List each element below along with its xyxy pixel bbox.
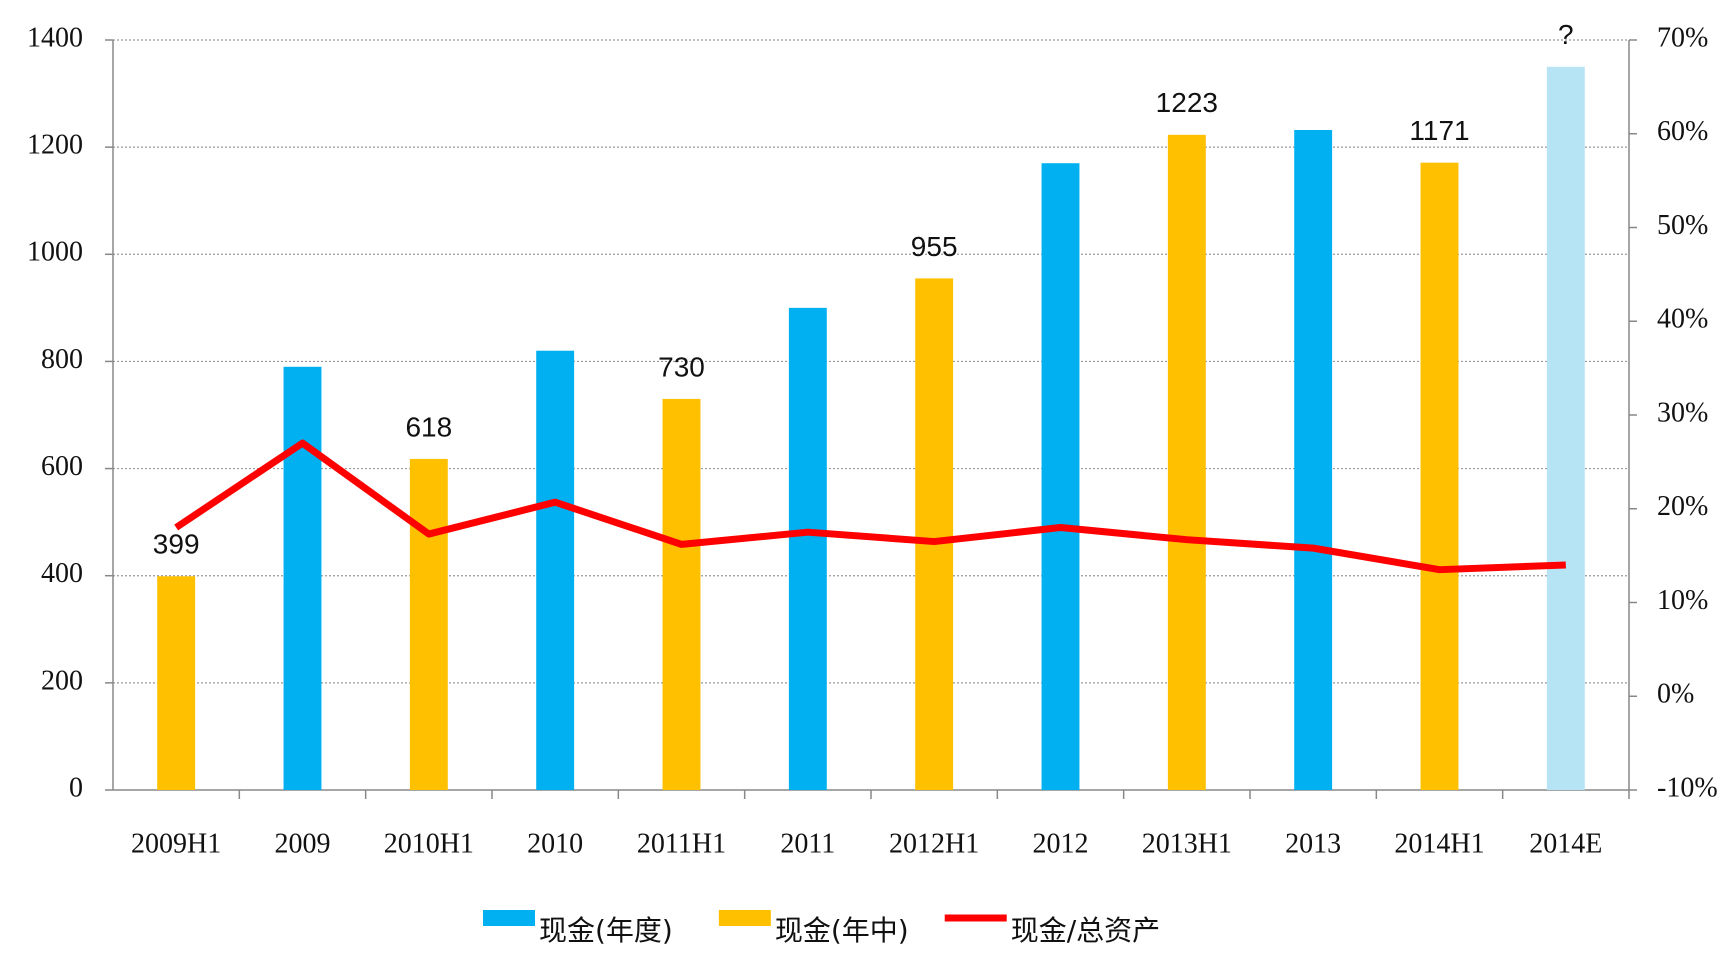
data-label: 1223 xyxy=(1156,87,1218,118)
legend-swatch xyxy=(483,910,535,926)
y-tick-label: 800 xyxy=(41,344,83,375)
x-tick-label: 2009 xyxy=(275,828,331,859)
legend-swatch xyxy=(718,910,771,926)
bar xyxy=(1546,66,1585,791)
bar xyxy=(283,366,322,790)
y2-tick-label: 10% xyxy=(1657,585,1708,616)
x-tick-label: 2012H1 xyxy=(889,828,979,859)
y2-tick-label: 60% xyxy=(1657,116,1708,147)
bar xyxy=(662,398,701,790)
legend-label: 现金(年中) xyxy=(775,914,909,947)
y-tick-label: 200 xyxy=(41,665,83,696)
x-tick-label: 2009H1 xyxy=(131,828,221,859)
y-tick-label: 0 xyxy=(69,772,83,803)
x-tick-label: 2013H1 xyxy=(1142,828,1232,859)
y2-tick-label: 20% xyxy=(1657,491,1708,522)
data-label: 618 xyxy=(405,411,452,442)
legend-label: 现金(年度) xyxy=(539,914,673,947)
y-tick-label: 1400 xyxy=(27,22,83,53)
bar xyxy=(409,458,448,790)
y-tick-label: 600 xyxy=(41,451,83,482)
data-label: 730 xyxy=(658,351,705,382)
y-tick-label: 400 xyxy=(41,558,83,589)
bar xyxy=(915,278,954,790)
bar xyxy=(1294,130,1333,790)
line xyxy=(174,439,1566,574)
x-tick-label: 2010H1 xyxy=(384,828,474,859)
bar xyxy=(157,576,196,790)
y2-tick-label: 0% xyxy=(1657,679,1694,710)
x-tick-label: 2011H1 xyxy=(637,828,726,859)
x-tick-label: 2014H1 xyxy=(1394,828,1484,859)
data-label: ? xyxy=(1558,19,1574,50)
bar xyxy=(1420,162,1459,790)
data-label: 1171 xyxy=(1409,115,1469,146)
y2-tick-label: 70% xyxy=(1657,22,1708,53)
y2-tick-label: 50% xyxy=(1657,210,1708,241)
bar xyxy=(1041,163,1080,790)
legend-label: 现金/总资产 xyxy=(1011,914,1160,947)
x-tick-label: 2014E xyxy=(1529,828,1602,859)
y-tick-label: 1000 xyxy=(27,237,83,268)
bar xyxy=(1167,134,1206,791)
x-tick-label: 2012 xyxy=(1033,828,1089,859)
x-tick-label: 2011 xyxy=(780,828,835,859)
x-tick-label: 2013 xyxy=(1285,828,1341,859)
bar xyxy=(536,350,575,790)
x-tick-label: 2010 xyxy=(527,828,583,859)
bar xyxy=(788,307,827,790)
y-tick-label: 1200 xyxy=(27,130,83,161)
y2-tick-label: 40% xyxy=(1657,304,1708,335)
data-label: 955 xyxy=(911,231,958,262)
y2-tick-label: -10% xyxy=(1657,772,1718,803)
data-label: 399 xyxy=(153,529,200,560)
y2-tick-label: 30% xyxy=(1657,397,1708,428)
